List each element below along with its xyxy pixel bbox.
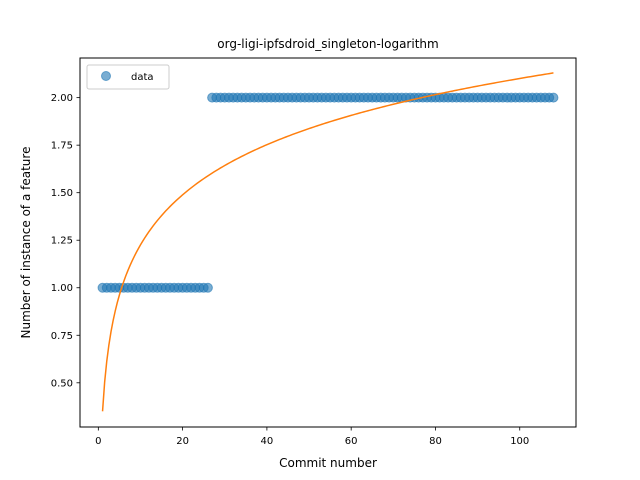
- data-point: [202, 282, 213, 293]
- x-tick-label: 80: [429, 436, 442, 447]
- y-tick-label: 1.50: [51, 188, 73, 199]
- plot-area-frame: [79, 57, 577, 428]
- fit-line: [101, 72, 554, 412]
- chart-title: org-ligi-ipfsdroid_singleton-logarithm: [217, 37, 438, 51]
- legend: data: [86, 64, 170, 90]
- x-axis-ticks: 0 20 40 60 80 100: [95, 427, 529, 447]
- x-tick-label: 0: [95, 436, 101, 447]
- legend-label-data: data: [131, 72, 154, 83]
- y-tick-label: 2.00: [51, 93, 73, 104]
- y-tick-label: 1.00: [51, 283, 73, 294]
- x-tick-label: 60: [345, 436, 358, 447]
- legend-marker-data: [101, 71, 111, 81]
- x-axis-label: Commit number: [279, 456, 377, 470]
- x-tick-label: 40: [261, 436, 274, 447]
- legend-box: [86, 64, 170, 90]
- y-tick-label: 1.75: [51, 141, 73, 152]
- y-axis-ticks: 0.50 0.75 1.00 1.25 1.50 1.75 2.00: [51, 93, 80, 389]
- x-tick-label: 20: [176, 436, 189, 447]
- y-tick-label: 1.25: [51, 236, 73, 247]
- y-tick-label: 0.50: [51, 378, 73, 389]
- x-tick-label: 100: [510, 436, 529, 447]
- plot-marks: [97, 72, 559, 412]
- y-axis-label: Number of instance of a feature: [19, 147, 33, 339]
- data-point: [548, 92, 559, 103]
- y-tick-label: 0.75: [51, 331, 73, 342]
